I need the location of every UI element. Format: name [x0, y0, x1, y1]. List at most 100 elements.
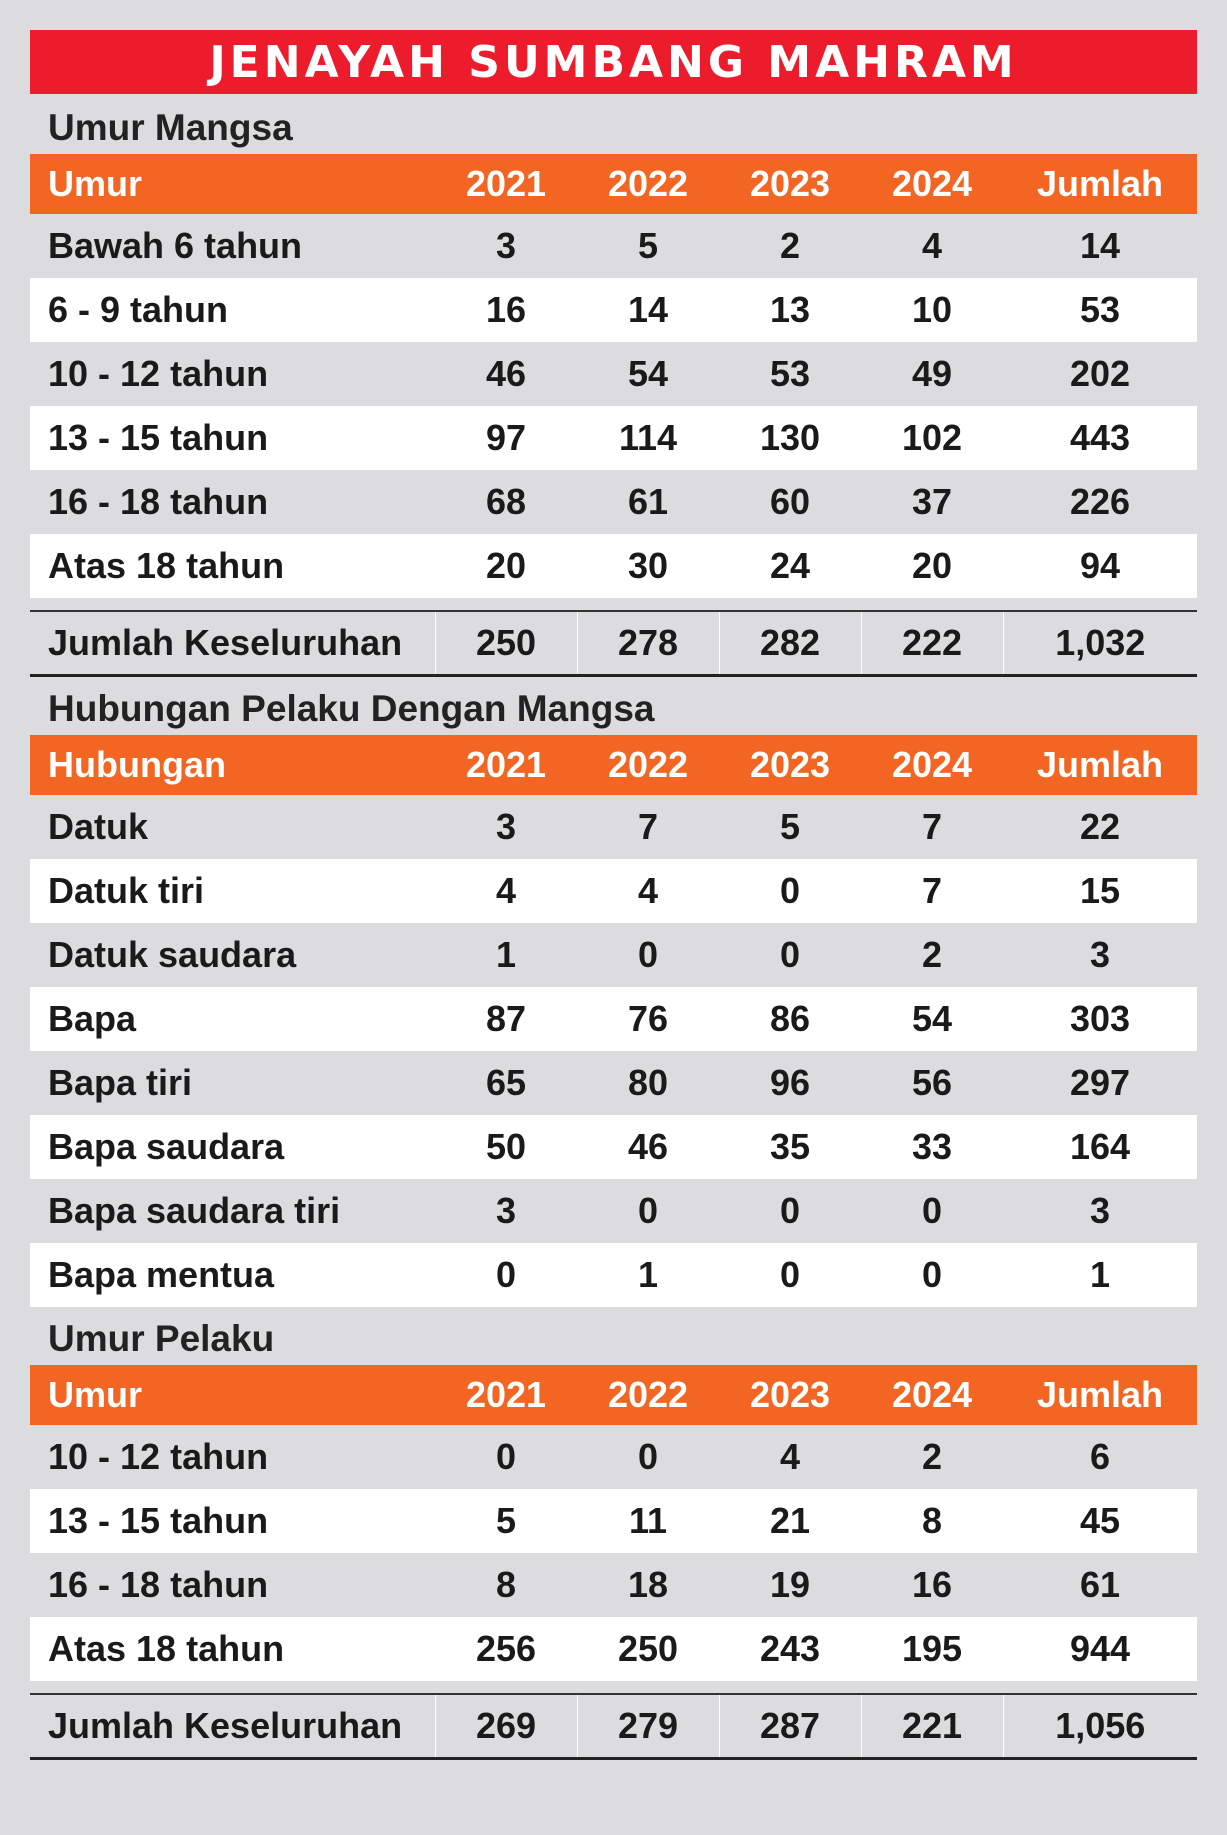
header-year: 2022	[577, 154, 719, 214]
row-value: 35	[769, 1126, 811, 1167]
row-value: 16	[485, 289, 527, 330]
row-value: 46	[627, 1126, 669, 1167]
row-value: 3	[1089, 934, 1111, 975]
row-value: 16	[911, 1564, 953, 1605]
header-year: 2023	[719, 735, 861, 795]
row-value: 87	[485, 998, 527, 1039]
table-row: Atas 18 tahun 256 250 243 195 944	[30, 1617, 1197, 1681]
row-value: 1	[637, 1254, 659, 1295]
row-value: 256	[475, 1628, 537, 1669]
row-value: 30	[627, 545, 669, 586]
row-value: 54	[911, 998, 953, 1039]
row-value: 0	[495, 1436, 517, 1477]
total-value: 282	[718, 611, 861, 676]
row-label: 10 - 12 tahun	[48, 1436, 269, 1477]
sections-container: Umur Mangsa Umur 2021 2022 2023 2024 Jumlah Baw…	[30, 102, 1197, 1760]
row-value: 18	[627, 1564, 669, 1605]
row-value: 11	[628, 1500, 668, 1541]
row-value: 13	[769, 289, 811, 330]
header-year: Jumlah	[1003, 735, 1197, 795]
row-label: Datuk	[48, 806, 149, 847]
row-value: 0	[921, 1254, 943, 1295]
header-year: 2024	[861, 735, 1003, 795]
row-value: 4	[495, 870, 517, 911]
row-value: 164	[1069, 1126, 1131, 1167]
header-label: Umur	[30, 1365, 435, 1425]
row-value: 0	[495, 1254, 517, 1295]
header-year: 2021	[435, 735, 577, 795]
table-header-row: Umur 2021 2022 2023 2024 Jumlah	[30, 1365, 1197, 1425]
row-label: Bapa	[48, 998, 137, 1039]
row-value: 14	[627, 289, 669, 330]
row-value: 443	[1069, 417, 1131, 458]
row-label: Bapa saudara tiri	[48, 1190, 341, 1231]
row-value: 96	[769, 1062, 811, 1103]
row-label: Atas 18 tahun	[48, 545, 285, 586]
row-value: 7	[921, 806, 943, 847]
row-value: 10	[911, 289, 953, 330]
row-value: 3	[495, 225, 517, 266]
table-row: 16 - 18 tahun 68 61 60 37 226	[30, 470, 1197, 534]
row-value: 8	[495, 1564, 517, 1605]
total-label: Jumlah Keseluruhan	[30, 1694, 435, 1759]
table-row: Bapa tiri 65 80 96 56 297	[30, 1051, 1197, 1115]
row-label: 16 - 18 tahun	[48, 481, 269, 522]
header-year: 2022	[577, 735, 719, 795]
row-value: 0	[637, 934, 659, 975]
row-value: 114	[618, 417, 678, 458]
section-title: Umur Mangsa	[48, 107, 293, 148]
row-value: 1	[495, 934, 517, 975]
total-value: 222	[860, 611, 1003, 676]
header-year: 2022	[577, 1365, 719, 1425]
row-label: Datuk saudara	[48, 934, 297, 975]
row-value: 0	[779, 1254, 801, 1295]
row-value: 15	[1079, 870, 1121, 911]
row-label: Atas 18 tahun	[48, 1628, 285, 1669]
row-value: 0	[779, 934, 801, 975]
table-row: 13 - 15 tahun 97 114 130 102 443	[30, 406, 1197, 470]
row-value: 944	[1069, 1628, 1131, 1669]
row-label: 13 - 15 tahun	[48, 417, 269, 458]
header-year: Jumlah	[1003, 1365, 1197, 1425]
row-value: 5	[779, 806, 801, 847]
table-row: Datuk tiri 4 4 0 7 15	[30, 859, 1197, 923]
row-value: 0	[921, 1190, 943, 1231]
table-row: Datuk 3 7 5 7 22	[30, 795, 1197, 859]
row-value: 0	[779, 1190, 801, 1231]
row-label: 6 - 9 tahun	[48, 289, 229, 330]
row-value: 50	[485, 1126, 527, 1167]
row-value: 202	[1069, 353, 1131, 394]
row-value: 0	[779, 870, 801, 911]
data-table: Hubungan 2021 2022 2023 2024 Jumlah Datuk 3 7 5 7 2…	[30, 735, 1197, 1307]
data-table: Umur 2021 2022 2023 2024 Jumlah Bawah 6 tahun 3…	[30, 154, 1197, 677]
row-value: 97	[485, 417, 527, 458]
row-value: 86	[769, 998, 811, 1039]
row-value: 53	[769, 353, 811, 394]
row-value: 303	[1069, 998, 1131, 1039]
row-value: 33	[911, 1126, 953, 1167]
row-value: 45	[1079, 1500, 1121, 1541]
header-year: 2023	[719, 1365, 861, 1425]
row-value: 65	[485, 1062, 527, 1103]
row-value: 20	[911, 545, 953, 586]
total-label: Jumlah Keseluruhan	[30, 611, 435, 676]
row-value: 61	[627, 481, 669, 522]
row-value: 68	[485, 481, 527, 522]
total-value: 221	[860, 1694, 1003, 1759]
row-value: 3	[495, 806, 517, 847]
row-value: 2	[921, 934, 943, 975]
row-value: 4	[779, 1436, 801, 1477]
title-banner: JENAYAH SUMBANG MAHRAM	[30, 30, 1197, 94]
table-row: Bawah 6 tahun 3 5 2 4 14	[30, 214, 1197, 278]
row-value: 21	[769, 1500, 811, 1541]
row-value: 6	[1089, 1436, 1111, 1477]
row-value: 0	[637, 1190, 659, 1231]
row-value: 80	[627, 1062, 669, 1103]
row-value: 102	[901, 417, 963, 458]
row-label: 16 - 18 tahun	[48, 1564, 269, 1605]
total-value: 287	[718, 1694, 861, 1759]
header-year: 2021	[435, 154, 577, 214]
row-value: 60	[769, 481, 811, 522]
table-row: Bapa mentua 0 1 0 0 1	[30, 1243, 1197, 1307]
row-value: 20	[485, 545, 527, 586]
